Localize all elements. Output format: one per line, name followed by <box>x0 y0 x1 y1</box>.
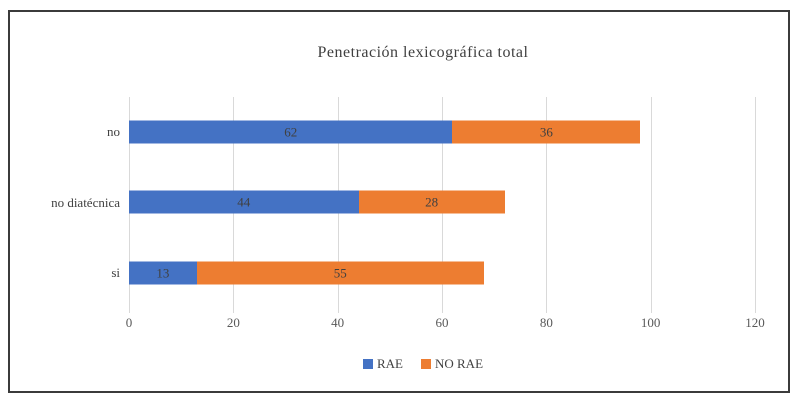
legend-item-no-rae: NO RAE <box>420 356 484 372</box>
bar-segment-rae: 62 <box>129 120 453 144</box>
chart-title: Penetración lexicográfica total <box>317 44 529 61</box>
x-axis: 0 20 40 60 80 100 120 <box>125 315 765 333</box>
legend-swatch <box>420 359 431 369</box>
category-label: no <box>107 124 120 140</box>
legend-item-rae: RAE <box>362 356 403 372</box>
x-tick-label: 120 <box>745 315 765 330</box>
legend: RAE NO RAE <box>110 356 736 372</box>
bar-stack: 44 28 <box>129 190 755 214</box>
x-tick-label: 40 <box>331 315 345 330</box>
bar-segment-no-rae: 36 <box>452 120 641 144</box>
bar-segment-no-rae: 28 <box>358 190 505 214</box>
bar-value-label: 13 <box>156 265 170 281</box>
legend-label: RAE <box>376 356 403 371</box>
bar-segment-rae: 44 <box>129 190 359 214</box>
x-tick-label: 80 <box>539 315 553 330</box>
bar-row: 44 28 <box>129 167 755 237</box>
bar-segment-rae: 13 <box>129 261 197 285</box>
bar-value-label: 36 <box>539 124 553 140</box>
bar-value-label: 28 <box>425 194 439 210</box>
gridline <box>650 97 652 313</box>
bar-row: 13 55 <box>129 238 755 308</box>
bar-value-label: 55 <box>333 265 347 281</box>
y-axis: no no diatécnica si <box>10 97 120 308</box>
x-tick-label: 100 <box>640 315 661 330</box>
legend-label: NO RAE <box>434 356 484 371</box>
category-label: si <box>111 264 120 280</box>
x-tick-label: 60 <box>435 315 449 330</box>
bar-stack: 13 55 <box>129 261 755 285</box>
bar-row: 62 36 <box>129 97 755 167</box>
plot-area: 62 36 44 28 13 55 <box>129 97 756 313</box>
bar-value-label: 44 <box>237 194 251 210</box>
gridline <box>755 97 756 313</box>
legend-swatch <box>362 359 373 369</box>
bar-stack: 62 36 <box>129 120 755 144</box>
x-tick-label: 20 <box>226 315 240 330</box>
bar-segment-no-rae: 55 <box>196 261 484 285</box>
chart-frame: Penetración lexicográfica total 62 36 44 28… <box>8 10 790 393</box>
category-label: no diatécnica <box>51 194 120 210</box>
bar-value-label: 62 <box>284 124 298 140</box>
x-tick-label: 0 <box>125 315 133 330</box>
gridline <box>546 97 548 313</box>
